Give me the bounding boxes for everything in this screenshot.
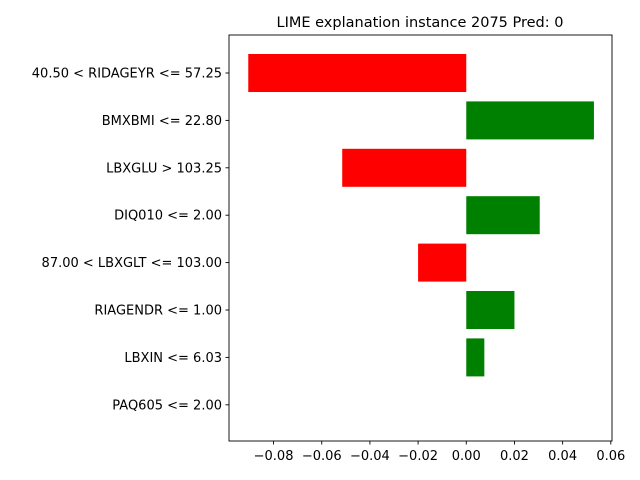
bar-1 [466, 101, 594, 140]
x-tick-label: −0.04 [350, 449, 390, 464]
x-tick-label: 0.06 [596, 449, 625, 464]
bar-2 [342, 148, 467, 187]
bar-0 [248, 54, 467, 92]
x-tick-label: −0.02 [398, 449, 438, 464]
y-tick-label: PAQ605 <= 2.00 [112, 398, 222, 413]
bar-3 [466, 196, 540, 235]
y-tick-label: 40.50 < RIDAGEYR <= 57.25 [32, 67, 222, 82]
bar-4 [418, 243, 467, 282]
x-tick-label: 0.04 [548, 449, 577, 464]
y-tick-label: LBXIN <= 6.03 [124, 351, 222, 366]
y-tick-label: RIAGENDR <= 1.00 [94, 304, 222, 319]
x-tick-group: −0.08 −0.06 −0.04 −0.02 0.00 0.02 0.04 0.06 [254, 441, 625, 464]
y-tick-label: DIQ010 <= 2.00 [114, 209, 222, 224]
bars-group [248, 54, 594, 377]
y-tick-label: 87.00 < LBXGLT <= 103.00 [42, 256, 222, 271]
x-tick-label: −0.06 [302, 449, 342, 464]
chart-title: LIME explanation instance 2075 Pred: 0 [277, 15, 564, 31]
bar-5 [466, 291, 515, 329]
x-tick-label: 0.02 [500, 449, 529, 464]
y-tick-group: 40.50 < RIDAGEYR <= 57.25 BMXBMI <= 22.80… [32, 67, 229, 413]
bar-6 [466, 338, 485, 377]
x-tick-label: 0.00 [452, 449, 481, 464]
x-tick-label: −0.08 [254, 449, 294, 464]
plot-frame [228, 34, 613, 442]
y-tick-label: BMXBMI <= 22.80 [102, 114, 222, 129]
y-tick-label: LBXGLU > 103.25 [106, 161, 222, 176]
